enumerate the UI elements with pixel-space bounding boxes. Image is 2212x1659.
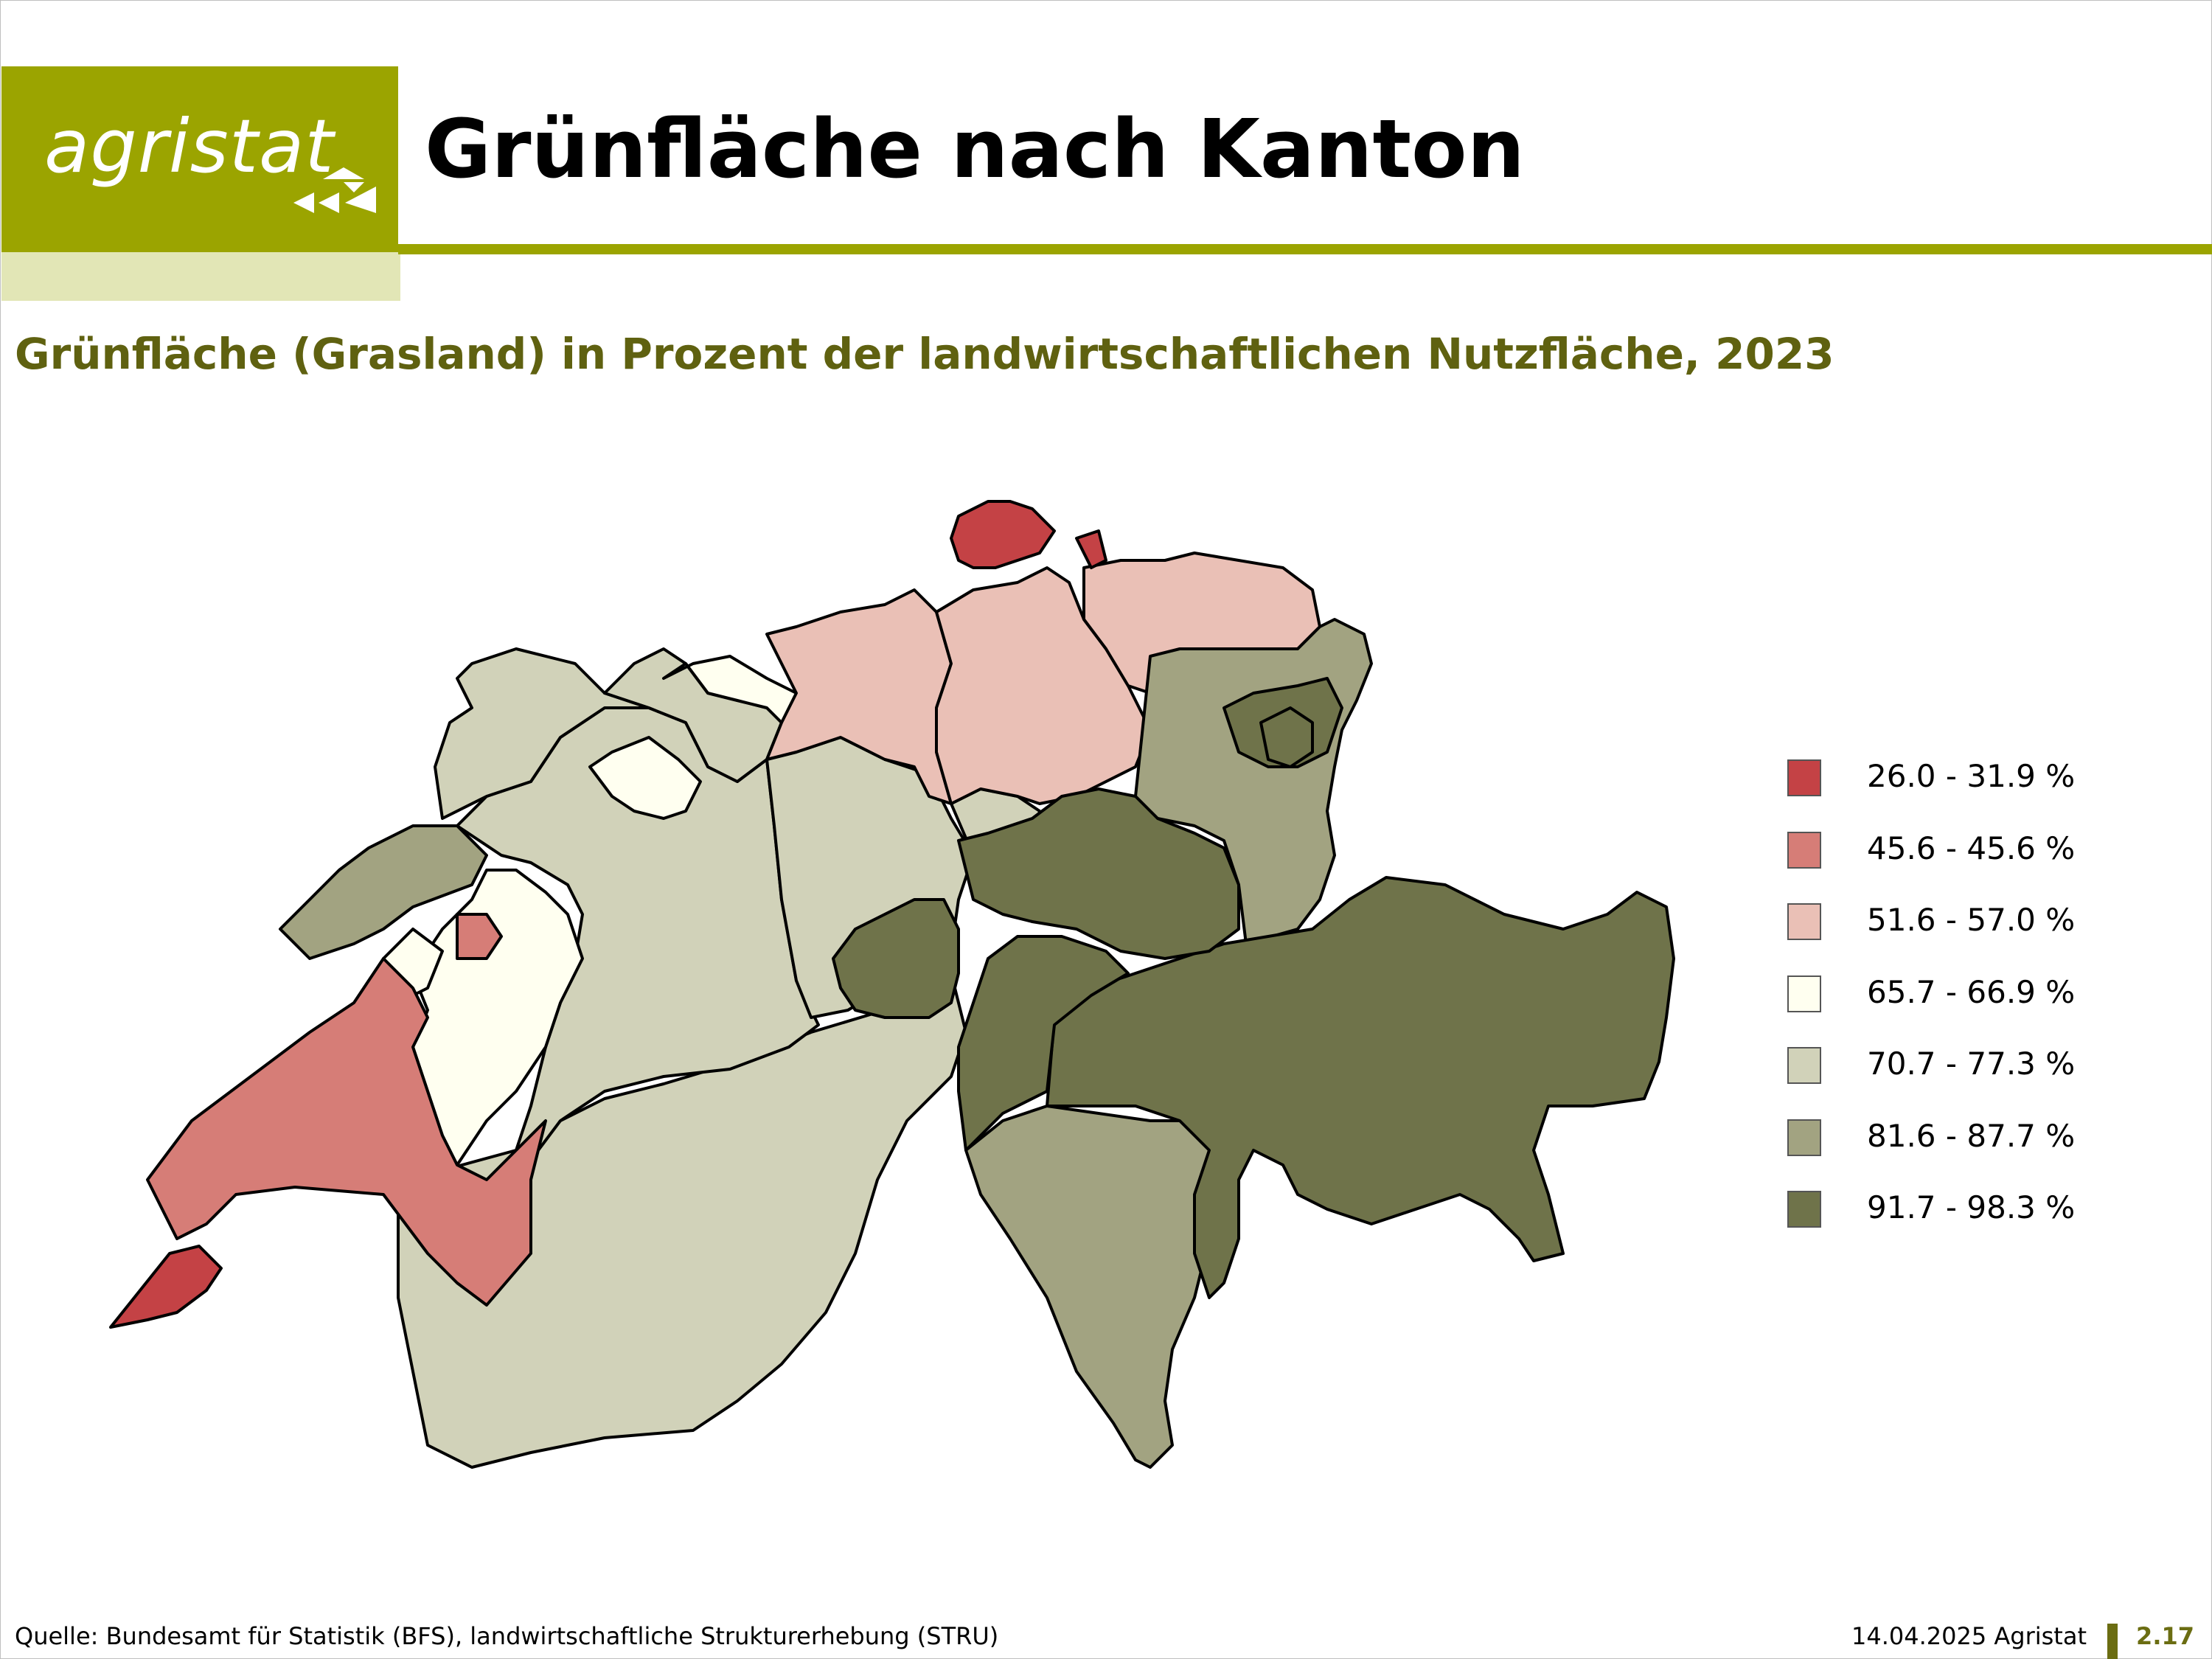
canton-ticino [964, 1105, 1218, 1469]
canton-neuchatel [456, 913, 503, 960]
legend-swatch-1 [1787, 759, 1821, 796]
canton-geneva [109, 1245, 223, 1329]
logo-band [1, 252, 400, 301]
footer-date: 14.04.2025 Agristat [1851, 1622, 2087, 1650]
canton-vaud-jura [279, 824, 488, 960]
canton-zurich [935, 566, 1152, 805]
canton-obwalden [832, 898, 960, 1019]
legend-label-3: 51.6 - 57.0 % [1867, 902, 2076, 938]
canton-schwyz-glarus [957, 787, 1240, 960]
canton-jura [434, 647, 650, 820]
page-title: Grünfläche nach Kanton [425, 102, 1525, 196]
legend-label-1: 26.0 - 31.9 % [1867, 758, 2076, 794]
legend-swatch-4 [1787, 975, 1821, 1012]
logo-text: agristat [44, 103, 335, 189]
map-subtitle: Grünfläche (Grasland) in Prozent der lan… [15, 329, 1834, 379]
legend-label-4: 65.7 - 66.9 % [1867, 973, 2076, 1010]
logo-triangles-icon [293, 167, 376, 213]
page-number-bar [2107, 1624, 2118, 1659]
legend-label-5: 70.7 - 77.3 % [1867, 1046, 2076, 1082]
canton-graubuenden [1046, 876, 1675, 1299]
legend-label-7: 91.7 - 98.3 % [1867, 1189, 2076, 1225]
legend-swatch-5 [1787, 1047, 1821, 1084]
canton-valais [397, 972, 967, 1469]
canton-schaffhausen-east [1075, 529, 1107, 569]
canton-appenzell-inner [1259, 706, 1314, 768]
legend-label-6: 81.6 - 87.7 % [1867, 1117, 2076, 1154]
legend-swatch-6 [1787, 1119, 1821, 1156]
canton-vaud [146, 957, 547, 1307]
canton-schaffhausen [950, 500, 1056, 569]
legend-swatch-3 [1787, 903, 1821, 940]
legend-label-2: 45.6 - 45.6 % [1867, 830, 2076, 866]
canton-solothurn [588, 736, 702, 820]
agristat-logo [1, 66, 398, 252]
source-note: Quelle: Bundesamt für Statistik (BFS), l… [15, 1622, 999, 1650]
canton-uri [957, 935, 1130, 1152]
page-number: 2.17 [2136, 1622, 2194, 1650]
legend-swatch-2 [1787, 831, 1821, 869]
header-rule [398, 244, 2212, 254]
legend-swatch-7 [1787, 1191, 1821, 1228]
